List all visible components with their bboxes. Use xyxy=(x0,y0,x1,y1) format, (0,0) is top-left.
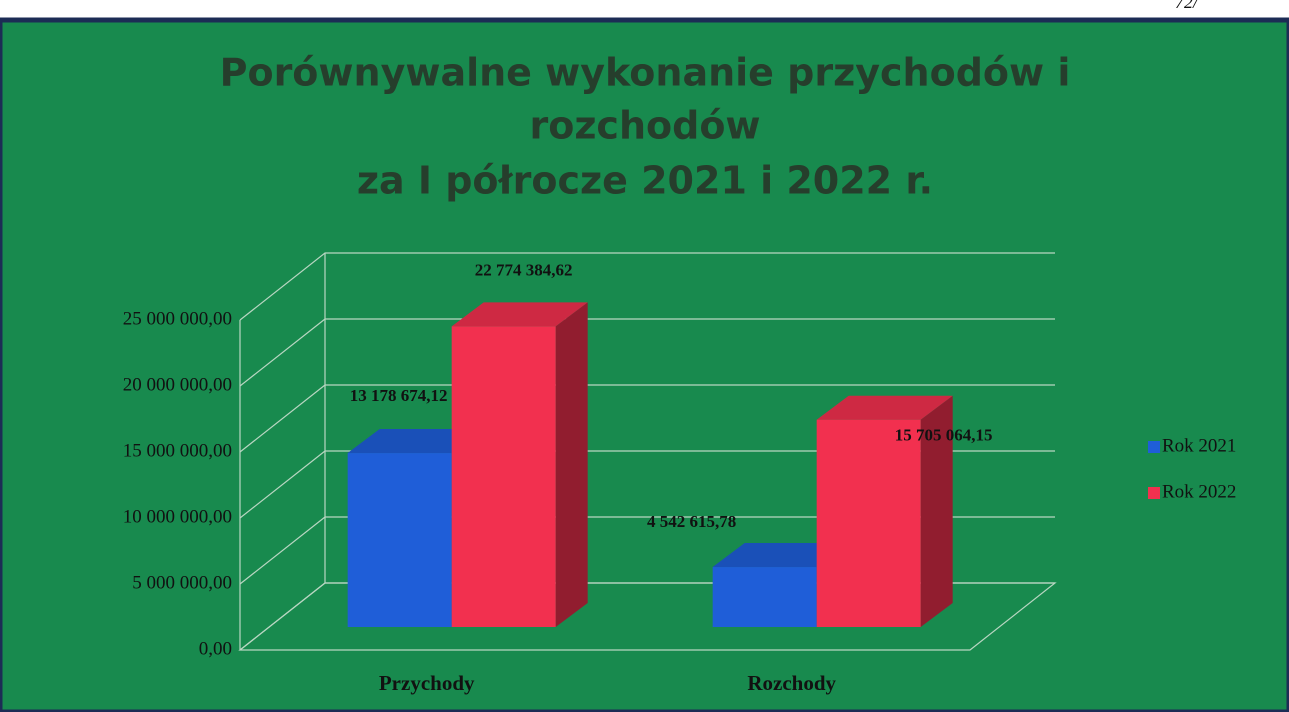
x-tick-label: Rozchody xyxy=(747,671,836,695)
chart-title: Porównywalne wykonanie przychodów i xyxy=(220,51,1071,95)
chart-background xyxy=(0,17,1289,712)
legend-swatch xyxy=(1148,441,1160,453)
y-tick-label: 10 000 000,00 xyxy=(123,506,232,527)
chart-title: rozchodów xyxy=(529,104,760,148)
bar xyxy=(347,453,452,627)
grid-line xyxy=(239,450,1055,519)
page-mark: 72/ xyxy=(1175,0,1200,12)
y-tick-label: 20 000 000,00 xyxy=(123,374,232,395)
bar-top xyxy=(712,543,849,568)
y-tick-label: 25 000 000,00 xyxy=(123,308,232,329)
value-label: 22 774 384,62 xyxy=(475,260,573,279)
y-tick-label: 5 000 000,00 xyxy=(132,572,232,593)
bar xyxy=(816,419,921,627)
grid-line xyxy=(239,384,1055,453)
legend-swatch xyxy=(1148,487,1160,499)
bar xyxy=(712,567,817,627)
grid-line xyxy=(239,252,1055,321)
bar-top xyxy=(451,302,588,327)
value-label: 13 178 674,12 xyxy=(350,386,448,405)
bar-top xyxy=(816,395,953,420)
chart-title: za I półrocze 2021 i 2022 r. xyxy=(357,159,933,203)
legend-label: Rok 2022 xyxy=(1162,481,1236,502)
y-tick-label: 0,00 xyxy=(199,638,232,659)
bar-top xyxy=(347,429,484,454)
grid-line xyxy=(239,318,1055,387)
legend-label: Rok 2021 xyxy=(1162,435,1236,456)
bar-side xyxy=(920,395,953,627)
bar xyxy=(451,326,556,627)
x-tick-label: Przychody xyxy=(379,671,475,695)
y-tick-label: 15 000 000,00 xyxy=(123,440,232,461)
bar-side xyxy=(555,302,588,627)
grid-line xyxy=(239,516,1055,585)
value-label: 4 542 615,78 xyxy=(647,512,736,531)
value-label: 15 705 064,15 xyxy=(895,426,993,445)
